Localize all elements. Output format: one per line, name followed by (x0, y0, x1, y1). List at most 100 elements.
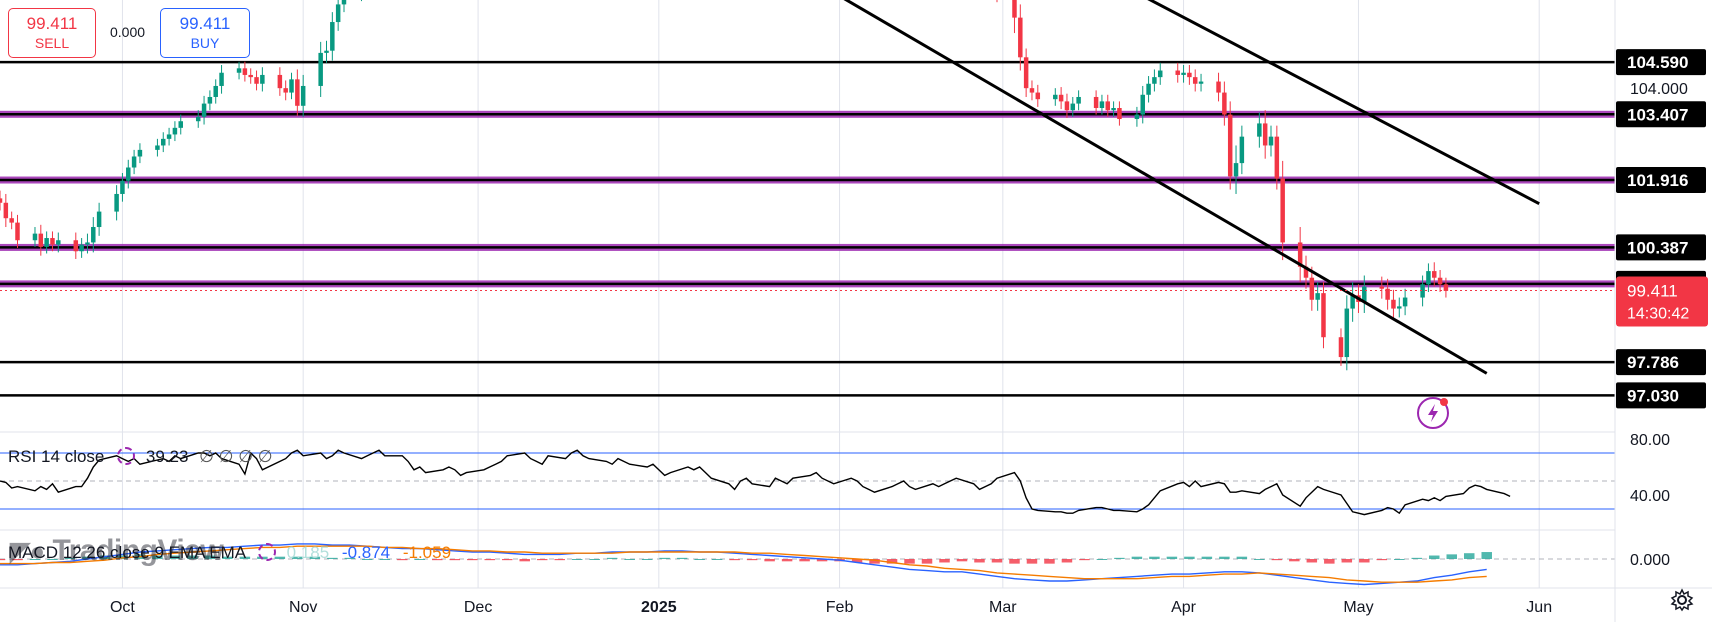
macd-histogram-bar (921, 559, 933, 564)
trendline (843, 0, 1488, 375)
level-price-label: 104.590 (1627, 53, 1688, 72)
macd-histogram-bar (1026, 559, 1038, 564)
candle-body (1362, 286, 1367, 302)
x-tick-label: Mar (989, 599, 1017, 616)
macd-histogram-bar (1463, 553, 1475, 559)
macd-histogram-bar (1394, 559, 1405, 560)
macd-histogram-bar (327, 557, 338, 559)
macd-histogram-bar (1061, 559, 1073, 563)
macd-histogram-bar (1201, 556, 1213, 559)
watermark: ◤● TradingView (10, 534, 224, 568)
candle-body (1070, 103, 1076, 111)
event-icon[interactable] (1417, 397, 1449, 429)
rsi-pane (0, 449, 1615, 516)
candle-body (1350, 295, 1355, 309)
candle-body (289, 79, 294, 93)
candle-body (56, 240, 61, 245)
candle-body (1437, 277, 1443, 285)
macd-histogram-bar (47, 559, 58, 560)
macd-histogram-bar (309, 556, 321, 559)
candle-body (1093, 96, 1099, 108)
macd-histogram-bar (571, 559, 583, 560)
candle-body (236, 68, 242, 73)
macd-histogram-bar (449, 559, 461, 561)
candle-body (15, 222, 20, 241)
event-marker (1417, 397, 1449, 429)
macd-histogram-bar (991, 559, 1003, 563)
macd-histogram-bar (1219, 556, 1230, 559)
macd-histogram-bar (1446, 554, 1457, 559)
macd-hist-value: 0.185 (286, 543, 330, 562)
macd-histogram-bar (536, 559, 548, 561)
candle-body (1257, 123, 1262, 137)
macd-histogram-bar (292, 556, 303, 559)
candle-body (85, 242, 90, 245)
macd-histogram-bar (0, 559, 6, 561)
macd-histogram-bar (344, 557, 356, 559)
candle-body (1053, 94, 1058, 100)
level-price-label: 97.030 (1627, 386, 1679, 405)
candle-body (1198, 81, 1204, 84)
candle-body (161, 138, 166, 146)
candle-body (1262, 123, 1268, 146)
level-price-label: 103.407 (1627, 105, 1688, 124)
candle-body (1012, 0, 1017, 18)
rsi-tick-label: 40.00 (1630, 488, 1670, 505)
candle-body (1344, 308, 1350, 358)
macd-histogram-bar (1236, 556, 1248, 559)
candle-body (318, 52, 323, 86)
level-price-label: 101.916 (1627, 171, 1688, 190)
candle-body (1181, 72, 1186, 75)
settings-gear-icon[interactable] (1670, 588, 1694, 612)
macd-histogram-bar (711, 559, 723, 560)
macd-histogram-bar (1184, 556, 1195, 559)
level-price-label: 100.387 (1627, 238, 1688, 257)
macd-histogram-bar (1271, 559, 1283, 561)
rsi-value: 39.23 (145, 447, 189, 466)
x-tick-label: Oct (110, 599, 135, 616)
candle-body (1064, 101, 1070, 111)
price-tick-label: 104.000 (1630, 81, 1688, 98)
candle-body (1216, 81, 1221, 93)
candle-body (283, 88, 288, 93)
candle-body (1018, 17, 1023, 58)
candle-body (1303, 266, 1309, 278)
macd-histogram-bar (1009, 559, 1020, 564)
buy-button[interactable]: 99.411 BUY (160, 8, 250, 58)
candle-body (248, 74, 253, 78)
macd-histogram-bar (519, 559, 530, 562)
macd-histogram-bar (1324, 559, 1335, 564)
candle-body (32, 233, 38, 241)
macd-histogram-bar (1359, 559, 1370, 563)
candle-body (335, 4, 341, 23)
lightning-icon (1428, 404, 1438, 422)
x-tick-label: 2025 (641, 599, 677, 616)
rsi-settings-icon[interactable] (117, 447, 136, 465)
macd-settings-icon[interactable] (257, 543, 276, 561)
candle-body (131, 156, 137, 168)
macd-histogram-bar (886, 559, 898, 564)
candle-body (50, 238, 55, 245)
macd-histogram-bar (467, 559, 478, 561)
macd-histogram-bar (397, 559, 408, 561)
macd-histogram-bar (1411, 557, 1423, 559)
macd-pane (0, 543, 1615, 586)
candle-body (38, 233, 44, 247)
candle-body (1152, 77, 1157, 84)
macd-histogram-bar (554, 559, 565, 561)
candle-body (1134, 114, 1140, 120)
macd-legend[interactable]: MACD 12 26 close 9 EMA EMA 0.185 -0.874 … (8, 543, 451, 563)
macd-histogram-bar (222, 556, 233, 559)
sell-button[interactable]: 99.411 SELL (8, 8, 96, 58)
candle-body (166, 134, 172, 139)
signal-line (0, 545, 1487, 583)
macd-histogram-bar (589, 559, 600, 560)
x-tick-label: Nov (289, 599, 317, 616)
macd-histogram-bar (974, 559, 985, 563)
grid (0, 0, 1615, 589)
macd-tick-label: 0.000 (1630, 552, 1670, 569)
candle-body (73, 240, 79, 252)
rsi-legend[interactable]: RSI 14 close 39.23 ∅ ∅ ∅ ∅ (8, 447, 273, 467)
